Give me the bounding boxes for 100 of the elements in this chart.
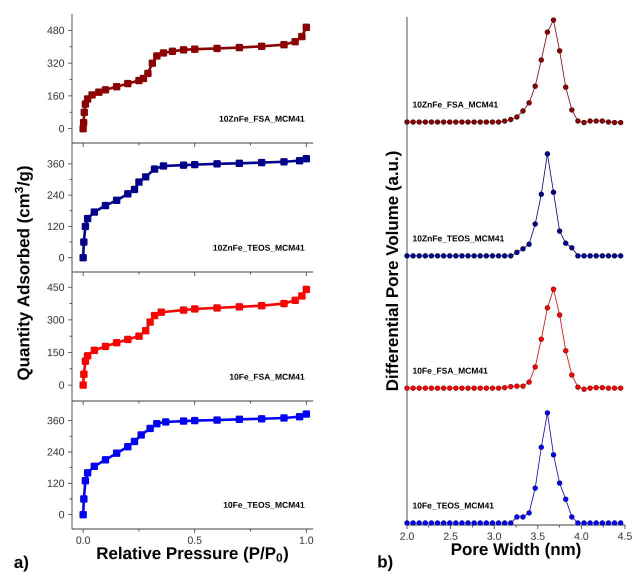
point [600,384,606,390]
point [478,253,483,259]
point [160,49,168,57]
point [280,414,288,422]
y-tick-label: 120 [48,480,64,487]
point [514,514,520,520]
point [102,202,110,210]
point [82,476,90,484]
point [142,327,150,334]
point [502,118,508,124]
point [478,520,483,526]
point [90,462,98,470]
point [490,520,496,526]
point [618,520,624,526]
point [502,384,508,390]
point [465,385,471,391]
point [95,88,102,96]
point [124,80,132,88]
point [600,520,606,526]
point [556,480,562,486]
point [544,151,550,157]
point [600,118,606,124]
point [404,253,410,259]
point [428,520,434,526]
point [556,312,562,318]
point [302,286,310,294]
point [575,118,581,124]
point [90,346,98,354]
point [146,318,154,326]
point [508,116,514,122]
point [514,250,520,256]
point [459,253,465,259]
point [80,370,88,378]
point [213,416,221,424]
point [612,520,618,526]
point [135,332,143,340]
point [532,485,538,491]
point [496,253,502,259]
point [440,385,446,391]
point [258,42,266,50]
point [124,443,132,450]
text: 10ZnFe_FSA_MCM41 [220,116,304,123]
point [153,52,160,60]
point [416,253,422,259]
point [569,514,575,520]
point [280,41,288,48]
point [180,46,188,54]
y-tick-label: 240 [48,191,64,199]
point [236,303,244,310]
point [581,520,587,526]
point [404,385,410,391]
point [130,186,138,194]
point [538,57,544,63]
point [538,192,544,197]
y-axis-title: Differential Pore Volume (a.u.) [386,152,402,390]
x-tick-label: 0.0 [76,536,90,544]
point [478,385,483,391]
point [236,416,244,423]
point [124,190,132,198]
point [581,253,587,259]
point [520,108,526,114]
point [471,385,477,391]
point [410,520,416,526]
point [459,119,465,125]
point [416,520,422,526]
point [148,59,156,67]
point [180,417,188,425]
point [180,161,188,169]
point [594,253,599,259]
y-tick-label: 240 [48,448,64,456]
point [102,456,110,464]
point [79,124,87,132]
point [490,253,496,259]
point [291,38,299,46]
point [496,119,502,125]
point [140,74,148,82]
point [162,418,170,426]
point [538,444,544,450]
x-axis-title: Relative Pressure (P/P$_{0}$) [97,546,288,563]
point [440,119,446,125]
point [422,253,428,259]
point [422,119,428,125]
point [496,520,502,526]
point [80,118,88,126]
point [453,119,459,125]
point [168,48,176,55]
point [191,46,198,53]
point [556,228,562,234]
point [556,48,562,54]
point [150,165,158,173]
y-tick-label: 0 [59,381,64,389]
point [526,379,532,385]
point [526,510,532,516]
x-tick-label: 1.0 [300,536,314,544]
y-tick-label: 120 [48,222,64,230]
point [465,520,471,526]
point [587,385,593,391]
y-axis-title: Quantity Adsorbed (cm$^{3}$/g) [14,166,33,380]
point [447,119,452,125]
point [520,514,526,520]
